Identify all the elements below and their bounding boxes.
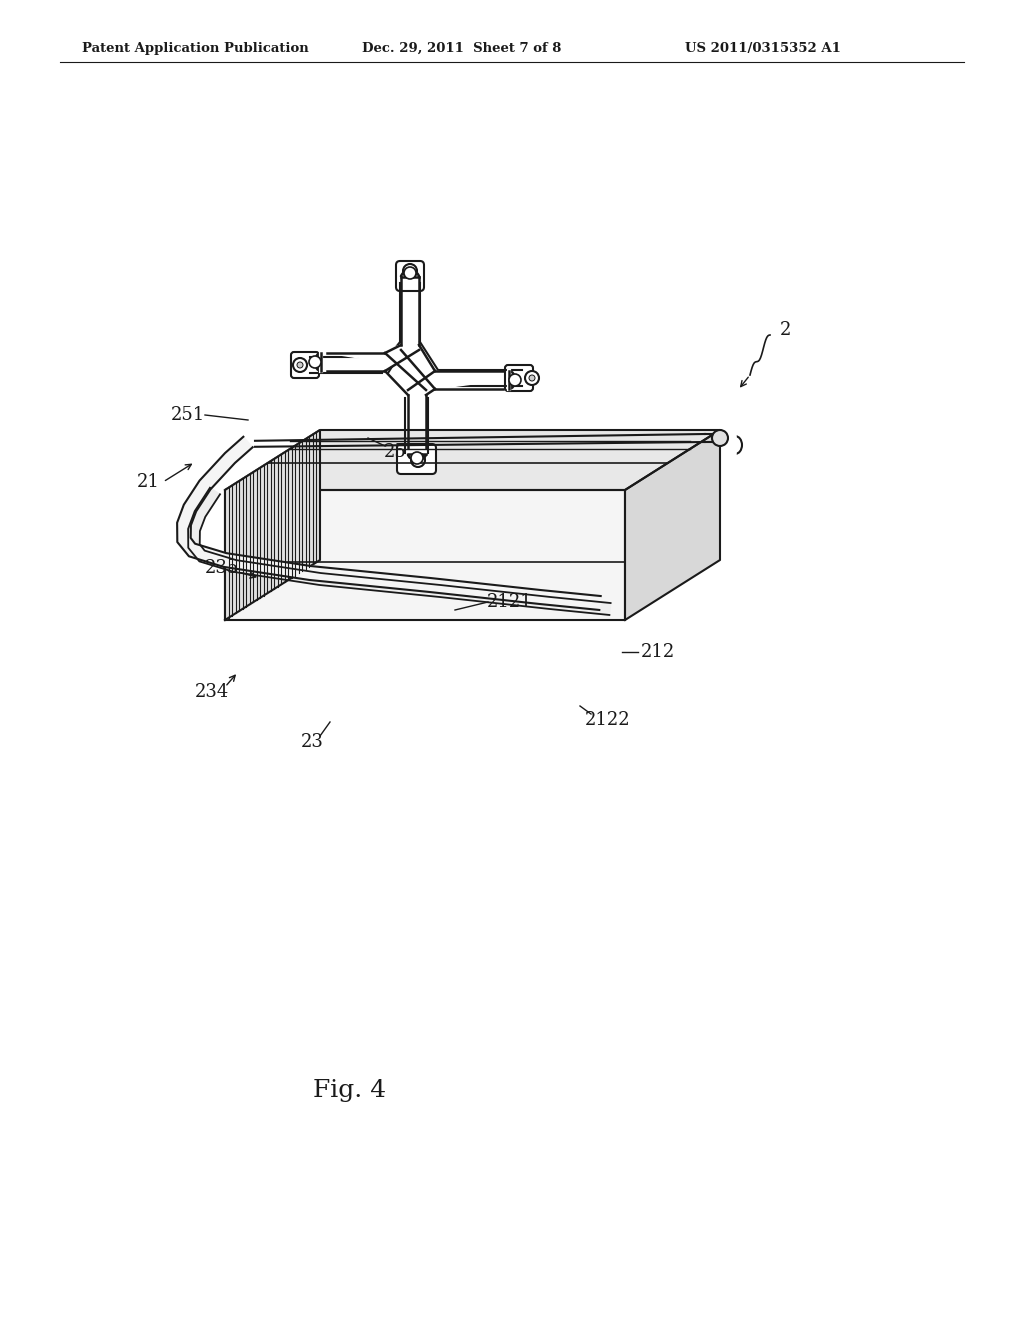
Circle shape — [525, 371, 539, 385]
FancyBboxPatch shape — [397, 444, 436, 474]
Polygon shape — [177, 437, 601, 610]
Circle shape — [411, 453, 425, 467]
Circle shape — [407, 268, 413, 275]
Circle shape — [293, 358, 307, 372]
Circle shape — [411, 451, 423, 465]
Circle shape — [712, 430, 728, 446]
Polygon shape — [225, 490, 625, 620]
Text: 25: 25 — [384, 444, 407, 461]
Polygon shape — [225, 430, 720, 490]
Circle shape — [309, 356, 321, 368]
Text: 2121: 2121 — [487, 593, 532, 611]
Circle shape — [403, 264, 417, 279]
Polygon shape — [225, 430, 319, 620]
FancyBboxPatch shape — [396, 261, 424, 290]
Text: US 2011/0315352 A1: US 2011/0315352 A1 — [685, 42, 841, 55]
Text: Dec. 29, 2011  Sheet 7 of 8: Dec. 29, 2011 Sheet 7 of 8 — [362, 42, 561, 55]
Text: 235: 235 — [205, 558, 240, 577]
Text: 2: 2 — [780, 321, 792, 339]
Circle shape — [404, 267, 416, 279]
Text: 212: 212 — [641, 643, 675, 661]
Text: Patent Application Publication: Patent Application Publication — [82, 42, 309, 55]
Text: 2122: 2122 — [585, 711, 631, 729]
Polygon shape — [188, 487, 610, 615]
Text: 21: 21 — [136, 473, 160, 491]
Text: 234: 234 — [195, 682, 229, 701]
Polygon shape — [327, 345, 503, 395]
Circle shape — [415, 457, 421, 463]
Text: 251: 251 — [171, 407, 205, 424]
Text: Fig. 4: Fig. 4 — [313, 1078, 387, 1102]
FancyBboxPatch shape — [291, 352, 319, 378]
Text: 23: 23 — [301, 733, 324, 751]
Circle shape — [509, 374, 521, 385]
FancyBboxPatch shape — [505, 366, 534, 391]
Circle shape — [297, 362, 303, 368]
Circle shape — [529, 375, 535, 381]
Polygon shape — [625, 430, 720, 620]
